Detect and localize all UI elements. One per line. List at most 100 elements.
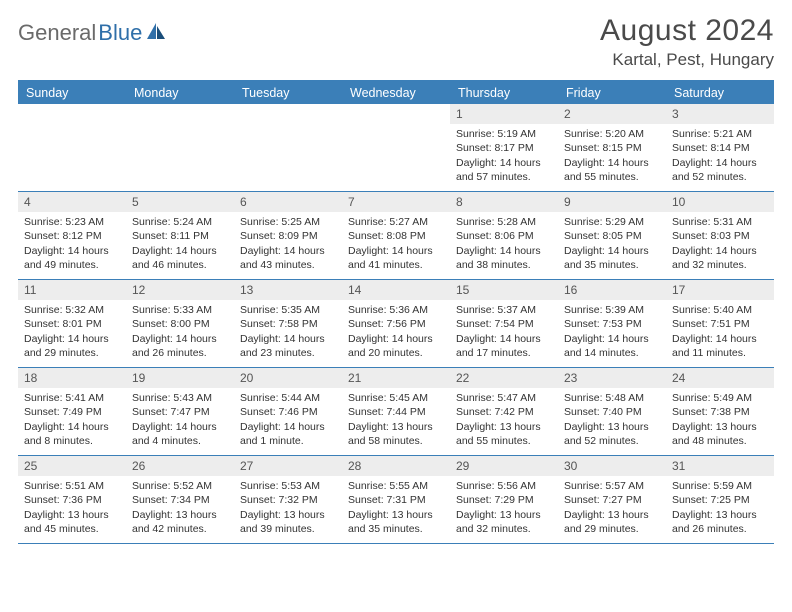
day-cell: 18Sunrise: 5:41 AMSunset: 7:49 PMDayligh… — [18, 368, 126, 456]
day-number: 29 — [450, 456, 558, 476]
daylight-line: Daylight: 14 hours and 32 minutes. — [672, 244, 768, 272]
daylight-line: Daylight: 14 hours and 17 minutes. — [456, 332, 552, 360]
daylight-line: Daylight: 14 hours and 57 minutes. — [456, 156, 552, 184]
sunrise-line: Sunrise: 5:52 AM — [132, 479, 228, 493]
day-cell: 27Sunrise: 5:53 AMSunset: 7:32 PMDayligh… — [234, 456, 342, 544]
day-number: 30 — [558, 456, 666, 476]
sunrise-line: Sunrise: 5:33 AM — [132, 303, 228, 317]
day-info: Sunrise: 5:21 AMSunset: 8:14 PMDaylight:… — [666, 127, 774, 184]
day-cell: 3Sunrise: 5:21 AMSunset: 8:14 PMDaylight… — [666, 104, 774, 192]
day-info: Sunrise: 5:31 AMSunset: 8:03 PMDaylight:… — [666, 215, 774, 272]
daylight-line: Daylight: 14 hours and 26 minutes. — [132, 332, 228, 360]
day-info: Sunrise: 5:49 AMSunset: 7:38 PMDaylight:… — [666, 391, 774, 448]
day-info: Sunrise: 5:25 AMSunset: 8:09 PMDaylight:… — [234, 215, 342, 272]
day-cell: 7Sunrise: 5:27 AMSunset: 8:08 PMDaylight… — [342, 192, 450, 280]
sunrise-line: Sunrise: 5:47 AM — [456, 391, 552, 405]
day-number: 9 — [558, 192, 666, 212]
sunrise-line: Sunrise: 5:25 AM — [240, 215, 336, 229]
day-cell: 5Sunrise: 5:24 AMSunset: 8:11 PMDaylight… — [126, 192, 234, 280]
sunrise-line: Sunrise: 5:57 AM — [564, 479, 660, 493]
sunset-line: Sunset: 7:56 PM — [348, 317, 444, 331]
sunrise-line: Sunrise: 5:27 AM — [348, 215, 444, 229]
logo-text-general: General — [18, 20, 96, 46]
sunset-line: Sunset: 7:36 PM — [24, 493, 120, 507]
daylight-line: Daylight: 14 hours and 1 minute. — [240, 420, 336, 448]
daylight-line: Daylight: 13 hours and 58 minutes. — [348, 420, 444, 448]
daylight-line: Daylight: 13 hours and 45 minutes. — [24, 508, 120, 536]
dayhead-wednesday: Wednesday — [342, 82, 450, 104]
sunset-line: Sunset: 8:05 PM — [564, 229, 660, 243]
day-number: 12 — [126, 280, 234, 300]
sunset-line: Sunset: 7:25 PM — [672, 493, 768, 507]
sunset-line: Sunset: 7:32 PM — [240, 493, 336, 507]
day-cell: 31Sunrise: 5:59 AMSunset: 7:25 PMDayligh… — [666, 456, 774, 544]
day-cell: 24Sunrise: 5:49 AMSunset: 7:38 PMDayligh… — [666, 368, 774, 456]
sunset-line: Sunset: 8:08 PM — [348, 229, 444, 243]
day-number: 4 — [18, 192, 126, 212]
daylight-line: Daylight: 13 hours and 39 minutes. — [240, 508, 336, 536]
day-cell: 22Sunrise: 5:47 AMSunset: 7:42 PMDayligh… — [450, 368, 558, 456]
daylight-line: Daylight: 13 hours and 32 minutes. — [456, 508, 552, 536]
day-info: Sunrise: 5:40 AMSunset: 7:51 PMDaylight:… — [666, 303, 774, 360]
sunset-line: Sunset: 7:42 PM — [456, 405, 552, 419]
day-info: Sunrise: 5:35 AMSunset: 7:58 PMDaylight:… — [234, 303, 342, 360]
day-cell: 30Sunrise: 5:57 AMSunset: 7:27 PMDayligh… — [558, 456, 666, 544]
sunset-line: Sunset: 8:09 PM — [240, 229, 336, 243]
day-number: 2 — [558, 104, 666, 124]
day-number: 14 — [342, 280, 450, 300]
sunrise-line: Sunrise: 5:48 AM — [564, 391, 660, 405]
day-number: 25 — [18, 456, 126, 476]
sunrise-line: Sunrise: 5:36 AM — [348, 303, 444, 317]
day-cell: 20 Sunrise: 5:44 AMSunset: 7:46 PMDayligh… — [234, 368, 342, 456]
day-info: Sunrise: 5:52 AMSunset: 7:34 PMDaylight:… — [126, 479, 234, 536]
daylight-line: Daylight: 14 hours and 35 minutes. — [564, 244, 660, 272]
sunset-line: Sunset: 8:12 PM — [24, 229, 120, 243]
daylight-line: Daylight: 13 hours and 26 minutes. — [672, 508, 768, 536]
daylight-line: Daylight: 13 hours and 52 minutes. — [564, 420, 660, 448]
day-info: Sunrise: 5:32 AMSunset: 8:01 PMDaylight:… — [18, 303, 126, 360]
day-cell: 26Sunrise: 5:52 AMSunset: 7:34 PMDayligh… — [126, 456, 234, 544]
day-number: 22 — [450, 368, 558, 388]
daylight-line: Daylight: 14 hours and 4 minutes. — [132, 420, 228, 448]
daylight-line: Daylight: 14 hours and 14 minutes. — [564, 332, 660, 360]
sunrise-line: Sunrise: 5:35 AM — [240, 303, 336, 317]
day-cell: 19Sunrise: 5:43 AMSunset: 7:47 PMDayligh… — [126, 368, 234, 456]
sunset-line: Sunset: 7:27 PM — [564, 493, 660, 507]
day-cell: 25 Sunrise: 5:51 AMSunset: 7:36 PMDayligh… — [18, 456, 126, 544]
dayhead-monday: Monday — [126, 82, 234, 104]
sunset-line: Sunset: 7:46 PM — [240, 405, 336, 419]
sunrise-line: Sunrise: 5:19 AM — [456, 127, 552, 141]
day-cell: 1 Sunrise: 5:19 AMSunset: 8:17 PMDaylight… — [450, 104, 558, 192]
header-row: GeneralBlue August 2024 Kartal, Pest, Hu… — [18, 14, 774, 70]
empty-cell — [126, 104, 234, 192]
day-info: Sunrise: 5:27 AMSunset: 8:08 PMDaylight:… — [342, 215, 450, 272]
daylight-line: Daylight: 14 hours and 11 minutes. — [672, 332, 768, 360]
sunset-line: Sunset: 8:17 PM — [456, 141, 552, 155]
day-cell: 29Sunrise: 5:56 AMSunset: 7:29 PMDayligh… — [450, 456, 558, 544]
sunset-line: Sunset: 7:49 PM — [24, 405, 120, 419]
sunset-line: Sunset: 7:51 PM — [672, 317, 768, 331]
day-number: 19 — [126, 368, 234, 388]
sunrise-line: Sunrise: 5:37 AM — [456, 303, 552, 317]
day-number: 16 — [558, 280, 666, 300]
sunrise-line: Sunrise: 5:29 AM — [564, 215, 660, 229]
day-info: Sunrise: 5:39 AMSunset: 7:53 PMDaylight:… — [558, 303, 666, 360]
empty-cell — [342, 104, 450, 192]
dayhead-sunday: Sunday — [18, 82, 126, 104]
day-cell: 28Sunrise: 5:55 AMSunset: 7:31 PMDayligh… — [342, 456, 450, 544]
sunset-line: Sunset: 7:29 PM — [456, 493, 552, 507]
location-text: Kartal, Pest, Hungary — [600, 50, 774, 70]
day-info: Sunrise: 5:20 AMSunset: 8:15 PMDaylight:… — [558, 127, 666, 184]
sunrise-line: Sunrise: 5:32 AM — [24, 303, 120, 317]
day-info: Sunrise: 5:51 AMSunset: 7:36 PMDaylight:… — [18, 479, 126, 536]
day-number: 1 — [450, 104, 558, 124]
day-number: 20 — [234, 368, 342, 388]
day-info: Sunrise: 5:44 AMSunset: 7:46 PMDaylight:… — [234, 391, 342, 448]
empty-cell — [18, 104, 126, 192]
day-number: 23 — [558, 368, 666, 388]
day-info: Sunrise: 5:41 AMSunset: 7:49 PMDaylight:… — [18, 391, 126, 448]
day-info: Sunrise: 5:45 AMSunset: 7:44 PMDaylight:… — [342, 391, 450, 448]
day-info: Sunrise: 5:28 AMSunset: 8:06 PMDaylight:… — [450, 215, 558, 272]
sunset-line: Sunset: 7:40 PM — [564, 405, 660, 419]
day-number: 6 — [234, 192, 342, 212]
